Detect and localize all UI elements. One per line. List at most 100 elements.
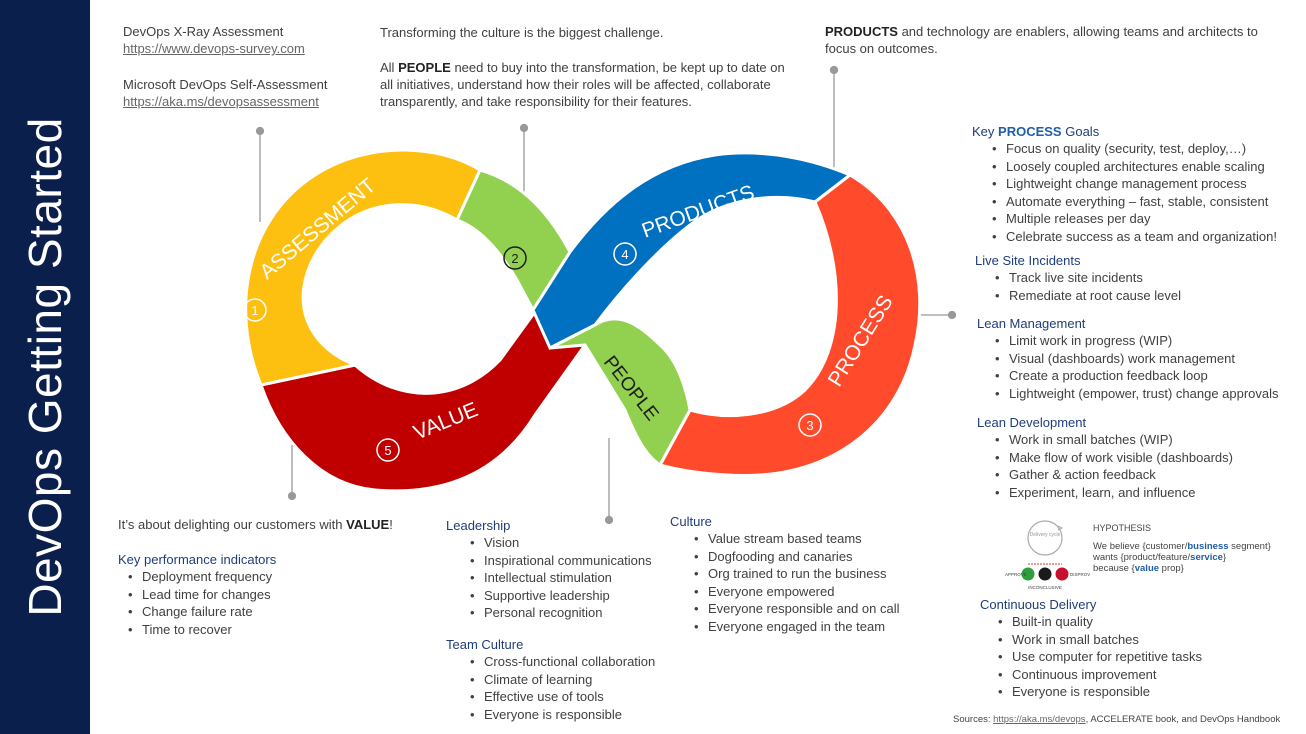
- value-segment[interactable]: [259, 295, 587, 493]
- list-item: Make flow of work visible (dashboards): [991, 449, 1233, 467]
- step-4-number: 4: [621, 247, 628, 262]
- step-2-number: 2: [511, 251, 518, 266]
- list-item: Effective use of tools: [466, 688, 655, 706]
- list-item: Everyone engaged in the team: [690, 618, 900, 636]
- step-1-circle: [243, 298, 267, 322]
- list-item: Org trained to run the business: [690, 565, 900, 583]
- culture-list: Value stream based teams Dogfooding and …: [690, 530, 900, 636]
- lean-development-list: Work in small batches (WIP) Make flow of…: [991, 431, 1233, 501]
- sources-link[interactable]: https://aka.ms/devops: [993, 714, 1086, 725]
- list-item: Change failure rate: [124, 603, 393, 621]
- hypothesis-line-3: because {value prop}: [1093, 563, 1184, 574]
- hypothesis-cycle-graphic: Delivery cycle APPROVE DISPROVE INCONCLU…: [1005, 520, 1090, 590]
- list-item: Visual (dashboards) work management: [991, 350, 1279, 368]
- inconclusive-label: INCONCLUSIVE: [1028, 585, 1062, 590]
- ms-self-assessment-link[interactable]: https://aka.ms/devopsassessment: [123, 94, 319, 109]
- value-keyword: VALUE: [346, 517, 390, 532]
- list-item: Value stream based teams: [690, 530, 900, 548]
- hypothesis-title: HYPOTHESIS: [1093, 523, 1152, 533]
- ms-self-assessment-name: Microsoft DevOps Self-Assessment: [123, 77, 328, 92]
- people-section: Leadership Vision Inspirational communic…: [446, 517, 655, 723]
- value-section: It’s about delighting our customers with…: [118, 516, 393, 638]
- list-item: Climate of learning: [466, 671, 655, 689]
- cycle-ring: [1027, 520, 1063, 556]
- lean-development-section: Lean Development Work in small batches (…: [977, 414, 1233, 501]
- people-note-body: All PEOPLE need to buy into the transfor…: [380, 60, 785, 109]
- xray-assessment-link[interactable]: https://www.devops-survey.com: [123, 41, 305, 56]
- list-item: Inspirational communications: [466, 552, 655, 570]
- step-3-circle: [798, 413, 822, 437]
- team-culture-heading: Team Culture: [446, 636, 524, 652]
- products-note: PRODUCTS and technology are enablers, al…: [825, 24, 1258, 56]
- assessment-links: DevOps X-Ray Assessment https://www.devo…: [123, 23, 327, 110]
- culture-heading: Culture: [670, 514, 712, 529]
- list-item: Cross-functional collaboration: [466, 653, 655, 671]
- list-item: Dogfooding and canaries: [690, 548, 900, 566]
- list-item: Personal recognition: [466, 604, 655, 622]
- kpi-heading: Key performance indicators: [118, 552, 277, 567]
- team-culture-list: Cross-functional collaboration Climate o…: [466, 653, 655, 723]
- list-item: Intellectual stimulation: [466, 569, 655, 587]
- continuous-delivery-section: Continuous Delivery Built-in quality Wor…: [980, 596, 1202, 701]
- people-note: Transforming the culture is the biggest …: [380, 24, 790, 110]
- list-item: Everyone responsible and on call: [690, 600, 900, 618]
- step-4-circle: [613, 242, 637, 266]
- cycle-arrow-icon: [1057, 525, 1064, 531]
- hypothesis-line-1: We believe {customer/business segment}: [1093, 541, 1271, 552]
- kpi-list: Deployment frequency Lead time for chang…: [124, 568, 393, 638]
- list-item: Built-in quality: [994, 613, 1202, 631]
- people-keyword: PEOPLE: [398, 60, 451, 75]
- list-item: Everyone is responsible: [466, 706, 655, 724]
- list-item: Loosely coupled architectures enable sca…: [988, 158, 1277, 176]
- people-note-line1: Transforming the culture is the biggest …: [380, 25, 664, 40]
- list-item: Multiple releases per day: [988, 210, 1277, 228]
- xray-assessment-name: DevOps X-Ray Assessment: [123, 24, 284, 39]
- list-item: Continuous improvement: [994, 666, 1202, 684]
- list-item: Experiment, learn, and influence: [991, 484, 1233, 502]
- devops-infinity-loop: ASSESSMENT PRODUCTS PROCESS VALUE PEOPLE…: [243, 148, 922, 493]
- list-item: Everyone is responsible: [994, 683, 1202, 701]
- list-item: Time to recover: [124, 621, 393, 639]
- culture-section: Culture Value stream based teams Dogfood…: [670, 513, 900, 636]
- step-5-number: 5: [384, 443, 391, 458]
- list-item: Lightweight (empower, trust) change appr…: [991, 385, 1279, 403]
- list-item: Lightweight change management process: [988, 175, 1277, 193]
- disprove-label: DISPROVE: [1070, 572, 1090, 577]
- neutral-face-icon: [1038, 567, 1052, 581]
- step-5-circle: [376, 438, 400, 462]
- continuous-delivery-list: Built-in quality Work in small batches U…: [994, 613, 1202, 701]
- process-segment[interactable]: [657, 173, 922, 477]
- process-goals-section: Key PROCESS Goals Focus on quality (secu…: [972, 123, 1277, 246]
- list-item: Work in small batches: [994, 631, 1202, 649]
- list-item: Deployment frequency: [124, 568, 393, 586]
- live-site-list: Track live site incidents Remediate at r…: [991, 269, 1181, 304]
- sad-face-icon: [1055, 567, 1069, 581]
- list-item: Remediate at root cause level: [991, 287, 1181, 305]
- lean-management-section: Lean Management Limit work in progress (…: [977, 315, 1279, 402]
- live-site-heading: Live Site Incidents: [975, 253, 1081, 268]
- list-item: Celebrate success as a team and organiza…: [988, 228, 1277, 246]
- products-segment[interactable]: [531, 151, 853, 351]
- lean-development-heading: Lean Development: [977, 415, 1087, 430]
- list-item: Gather & action feedback: [991, 466, 1233, 484]
- list-item: Everyone empowered: [690, 583, 900, 601]
- value-intro: It’s about delighting our customers with…: [118, 517, 393, 532]
- list-item: Create a production feedback loop: [991, 367, 1279, 385]
- products-keyword: PRODUCTS: [825, 24, 898, 39]
- list-item: Limit work in progress (WIP): [991, 332, 1279, 350]
- list-item: Lead time for changes: [124, 586, 393, 604]
- list-item: Supportive leadership: [466, 587, 655, 605]
- people-lower-segment[interactable]: [549, 317, 692, 468]
- step-2-circle: [503, 246, 527, 270]
- sidebar: DevOps Getting Started: [0, 0, 90, 734]
- approve-label: APPROVE: [1005, 572, 1027, 577]
- happy-face-icon: [1021, 567, 1035, 581]
- lean-management-heading: Lean Management: [977, 316, 1086, 331]
- list-item: Use computer for repetitive tasks: [994, 648, 1202, 666]
- list-item: Focus on quality (security, test, deploy…: [988, 140, 1277, 158]
- list-item: Track live site incidents: [991, 269, 1181, 287]
- process-goals-heading: Key PROCESS Goals: [972, 124, 1100, 139]
- process-goals-list: Focus on quality (security, test, deploy…: [988, 140, 1277, 246]
- continuous-delivery-heading: Continuous Delivery: [980, 597, 1097, 612]
- leadership-list: Vision Inspirational communications Inte…: [466, 534, 655, 622]
